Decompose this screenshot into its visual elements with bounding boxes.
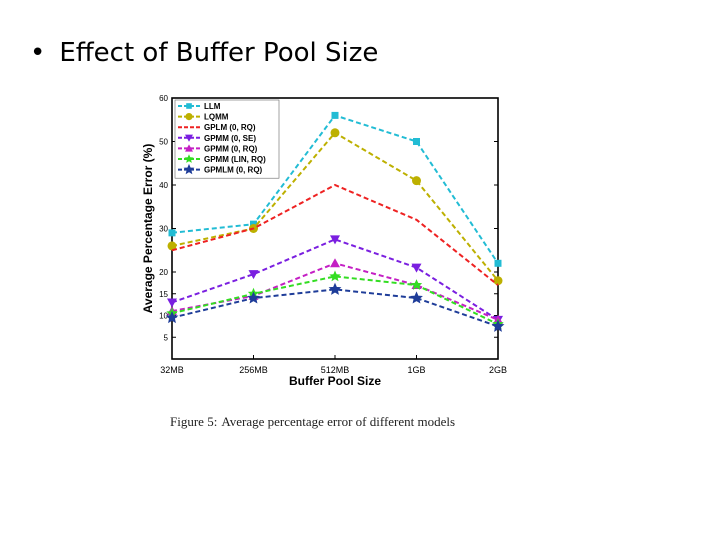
y-tick-label: 5 bbox=[164, 333, 169, 342]
y-tick-label: 15 bbox=[159, 290, 168, 299]
y-axis-label: Average Percentage Error (%) bbox=[141, 144, 155, 314]
x-tick-label: 1GB bbox=[407, 365, 425, 375]
legend-marker bbox=[186, 103, 192, 109]
data-point bbox=[491, 319, 505, 332]
data-point bbox=[410, 279, 423, 290]
legend-box bbox=[174, 99, 280, 179]
x-tick-label: 256MB bbox=[239, 365, 268, 375]
data-point bbox=[493, 276, 503, 286]
legend-marker bbox=[184, 154, 194, 163]
legend-label: GPLM (0, RQ) bbox=[204, 123, 256, 132]
legend-marker bbox=[185, 113, 193, 121]
legend-label: GPMM (0, SE) bbox=[204, 134, 256, 143]
x-axis-label: Buffer Pool Size bbox=[289, 374, 381, 388]
y-tick-label: 40 bbox=[159, 181, 168, 190]
y-tick-label: 30 bbox=[159, 225, 168, 234]
data-point bbox=[167, 241, 177, 251]
series-line bbox=[171, 288, 499, 328]
caption-text: Average percentage error of different mo… bbox=[221, 414, 456, 429]
y-tick-label: 20 bbox=[159, 268, 168, 277]
bullet-icon: • bbox=[30, 38, 46, 68]
data-point bbox=[413, 138, 420, 145]
series-line bbox=[171, 238, 499, 321]
y-tick-label: 50 bbox=[159, 138, 168, 147]
caption-label: Figure 5: bbox=[170, 414, 218, 429]
legend-label: GPMM (0, RQ) bbox=[204, 144, 258, 153]
legend-label: GPMLM (0, RQ) bbox=[204, 166, 263, 175]
legend-label: GPMM (LIN, RQ) bbox=[204, 155, 266, 164]
data-point bbox=[494, 259, 502, 267]
slide-title-text: Effect of Buffer Pool Size bbox=[59, 38, 379, 68]
data-point bbox=[411, 263, 422, 273]
series-line bbox=[171, 183, 499, 286]
slide-title: • Effect of Buffer Pool Size bbox=[30, 38, 378, 68]
data-point bbox=[330, 235, 340, 245]
data-point bbox=[247, 291, 260, 304]
data-point bbox=[410, 291, 423, 304]
data-point bbox=[167, 298, 177, 308]
x-tick-label: 32MB bbox=[160, 365, 184, 375]
legend-label: LLM bbox=[204, 102, 221, 111]
figure-caption: Figure 5: Average percentage error of dif… bbox=[170, 414, 455, 430]
data-point bbox=[165, 310, 179, 324]
legend-marker bbox=[185, 134, 193, 142]
data-point bbox=[330, 258, 340, 268]
data-point bbox=[328, 282, 342, 295]
y-tick-label: 10 bbox=[159, 312, 168, 321]
x-tick-label: 512MB bbox=[321, 365, 350, 375]
data-point bbox=[330, 128, 340, 138]
data-point bbox=[331, 111, 339, 119]
data-point bbox=[412, 176, 421, 186]
data-point bbox=[248, 270, 259, 280]
legend-marker bbox=[183, 163, 195, 175]
y-tick-label: 60 bbox=[159, 94, 168, 103]
x-tick-label: 2GB bbox=[489, 365, 507, 375]
legend-label: LQMM bbox=[204, 113, 229, 122]
data-point bbox=[168, 229, 176, 237]
data-point bbox=[329, 270, 341, 282]
legend-marker bbox=[185, 144, 193, 152]
